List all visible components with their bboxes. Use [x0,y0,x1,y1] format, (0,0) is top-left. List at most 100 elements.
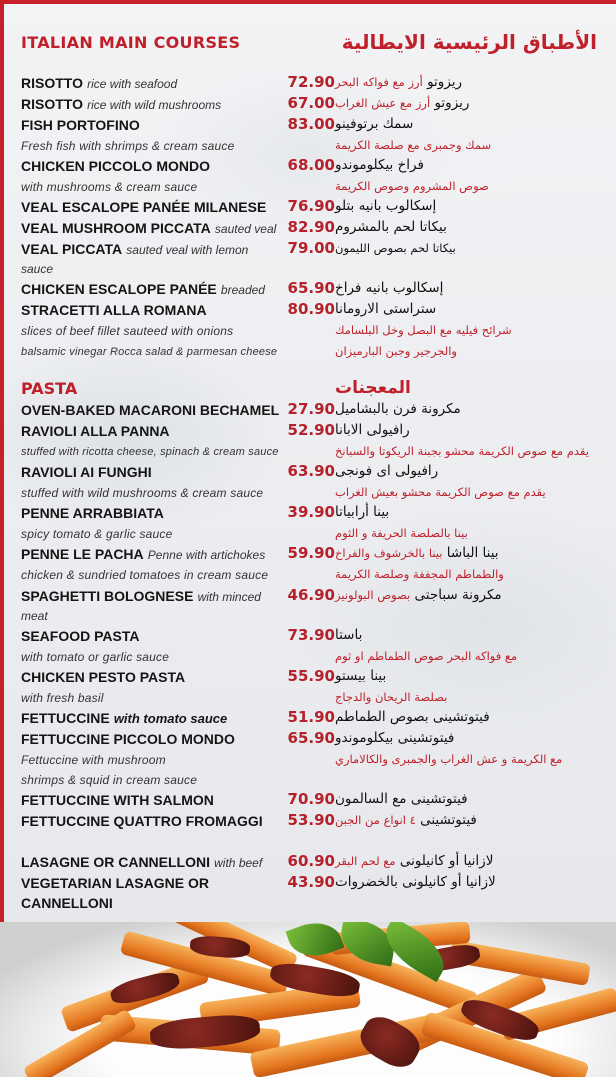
item-description: with minced meat [21,589,261,623]
item-arabic: ريزوتو أرز مع عيش الغراب [335,94,597,113]
item-price: 67.00 [287,94,335,112]
item-price: 63.90 [287,461,335,480]
menu-item-description: balsamic vinegar Rocca salad & parmesan … [4,342,616,362]
item-english: FETTUCCINE with tomato sauce [21,708,283,729]
menu-item: CHICKEN ESCALOPE PANÉE breaded 65.90 إسكال… [4,279,616,300]
menu-item: LASAGNE OR CANNELLONI with beef 60.90 لازا… [4,852,616,873]
item-arabic: إسكالوب بانيه بتلو [335,197,597,216]
item-arabic: باستا [335,626,597,645]
item-arabic: بصلصة الريحان والدجاج [335,688,597,707]
item-description-arabic: بصوص البولونيز [335,587,411,602]
item-price: 65.90 [287,728,335,747]
item-description-arabic: بصلصة الريحان والدجاج [335,689,448,704]
item-english: PENNE LE PACHA Penne with artichokes [21,544,283,565]
item-description-arabic: مع لحم البقر [335,854,396,869]
item-english: CHICKEN ESCALOPE PANÉE breaded [21,279,283,300]
section-title-pasta-text: PASTA [21,378,78,398]
item-description-arabic: والجرجير وجبن البارميزان [335,343,457,358]
menu-item-description: chicken & sundried tomatoes in cream sau… [4,565,616,585]
menu-item: OVEN-BAKED MACARONI BECHAMEL 27.90 مكرونة … [4,400,616,421]
item-english: stuffed with wild mushrooms & cream sauc… [21,483,283,503]
item-arabic: لازانيا أو كانيلونى مع لحم البقر [335,852,597,871]
item-name: LASAGNE OR CANNELLONI [21,854,210,871]
item-description: Penne with artichokes [147,548,266,563]
item-name-arabic: بينا أرابياتا [335,504,390,521]
item-description: rice with wild mushrooms [87,98,222,112]
item-description-arabic: يقدم مع صوص الكريمة محشو بجبنة الريكوتا … [335,443,589,458]
item-name: RISOTTO [21,96,83,112]
menu-item-description: slices of beef fillet sauteed with onion… [4,321,616,341]
item-name: OVEN-BAKED MACARONI BECHAMEL [21,401,280,418]
item-price: 65.90 [287,279,335,298]
menu-item: RISOTTO rice with seafood 72.90 ريزوتو أرز… [4,73,616,94]
item-english: RISOTTO rice with wild mushrooms [21,94,283,115]
item-english: PENNE ARRABBIATA [21,503,283,524]
item-description-text: stuffed with wild mushrooms & cream sauc… [21,485,264,500]
item-price: 83.00 [287,115,335,133]
item-arabic: بيكاتا لحم بالمشروم [335,218,597,237]
item-description-arabic: أرز مع عيش الغراب [335,96,431,110]
item-name-arabic: بيكاتا لحم بصوص الليمون [335,241,456,256]
item-arabic: صوص المشروم وصوص الكريمة [335,177,597,196]
item-english: VEGETARIAN LASAGNE OR CANNELLONI [21,873,283,914]
item-price: 43.90 [287,873,335,892]
item-description: rice with seafood [87,77,178,91]
item-name: VEAL ESCALOPE PANÉE MILANESE [21,199,267,216]
item-arabic: سمك وجمبرى مع صلصة الكريمة [335,136,597,155]
menu-item-description: stuffed with ricotta cheese, spinach & c… [4,442,616,462]
item-arabic: رافيولى اى فونجى [335,462,597,481]
item-description-text: Fresh fish with shrimps & cream sauce [21,139,235,153]
menu-item: VEAL MUSHROOM PICCATA sauted veal 82.90 بي… [4,218,616,239]
item-name: FETTUCCINE QUATTRO FROMAGGI [21,813,263,830]
menu-item: CHICKEN PESTO PASTA 55.90 بينا بيستو [4,667,616,688]
menu-item-description: with tomato or garlic sauce مع فواكه البح… [4,647,616,667]
item-name: FETTUCCINE [21,709,110,726]
item-english: LASAGNE OR CANNELLONI with beef [21,852,283,873]
item-price: 72.90 [287,73,335,91]
menu-item: PENNE ARRABBIATA 39.90 بينا أرابياتا [4,503,616,524]
item-price: 82.90 [287,218,335,237]
item-arabic: بيكاتا لحم بصوص الليمون [335,239,597,258]
item-price: 76.90 [287,197,335,216]
item-description: sauted veal [214,222,277,237]
menu-item-description: stuffed with wild mushrooms & cream sauc… [4,483,616,503]
section-title-pasta: PASTA [21,378,283,400]
item-arabic: شرائح فيليه مع البصل وخل البلسامك [335,321,597,340]
menu-item-description: with fresh basil بصلصة الريحان والدجاج [4,688,616,708]
item-name-arabic: لازانيا أو كانيلونى [399,853,494,870]
menu-item: VEAL ESCALOPE PANÉE MILANESE 76.90 إسكالوب… [4,197,616,218]
menu-item-description: Fresh fish with shrimps & cream sauce سمك… [4,136,616,156]
item-name-arabic: إسكالوب بانيه بتلو [335,198,437,215]
item-name: VEAL MUSHROOM PICCATA [21,220,211,237]
item-name-arabic: ريزوتو [434,95,470,111]
item-name-arabic: لازانيا أو كانيلونى بالخضروات [335,874,496,891]
menu-item: FETTUCCINE QUATTRO FROMAGGI 53.90 فيتوتشين… [4,811,616,832]
menu-item: RISOTTO rice with wild mushrooms 67.00 ريز… [4,94,616,115]
item-arabic: والجرجير وجبن البارميزان [335,342,597,361]
menu-item: STRACETTI ALLA ROMANA 80.90 ستراستى الاروم… [4,300,616,321]
item-price: 53.90 [287,811,335,830]
item-name: PENNE ARRABBIATA [21,505,164,522]
item-english: OVEN-BAKED MACARONI BECHAMEL [21,400,283,421]
item-arabic: لازانيا أو كانيلونى بالخضروات [335,873,597,892]
item-description-text: spicy tomato & garlic sauce [21,527,173,542]
menu-item-description: Fettuccine with mushroom مع الكريمة و عش … [4,750,616,770]
item-english: CHICKEN PESTO PASTA [21,667,283,688]
item-arabic: ريزوتو أرز مع فواكه البحر [335,73,597,92]
item-name-arabic: بينا بيستو [335,667,387,684]
item-price: 60.90 [287,852,335,871]
item-english: CHICKEN PICCOLO MONDO [21,156,283,177]
item-name-arabic: فيتوتشينى بصوص الطماطم [335,708,490,725]
menu-item: VEAL PICCATA sauted veal with lemon sauc… [4,239,616,279]
item-name: FISH PORTOFINO [21,117,140,133]
item-english: RISOTTO rice with seafood [21,73,283,94]
item-arabic: بينا الباشا بينا بالخرشوف والفراخ [335,544,597,563]
item-price: 80.90 [287,300,335,319]
item-description-text: Fettuccine with mushroom [21,752,166,767]
menu-item: RAVIOLI AI FUNGHI 63.90 رافيولى اى فونجى [4,462,616,483]
item-arabic: مكرونة فرن بالبشاميل [335,400,597,419]
item-description-arabic: مع الكريمة و عش الغراب والجمبرى والكالام… [335,751,563,766]
menu-item: CHICKEN PICCOLO MONDO 68.00 فراخ بيكلوموند… [4,156,616,177]
item-arabic: فيتوتشينى مع السالمون [335,790,597,809]
item-arabic: رافيولى الابانا [335,421,597,440]
